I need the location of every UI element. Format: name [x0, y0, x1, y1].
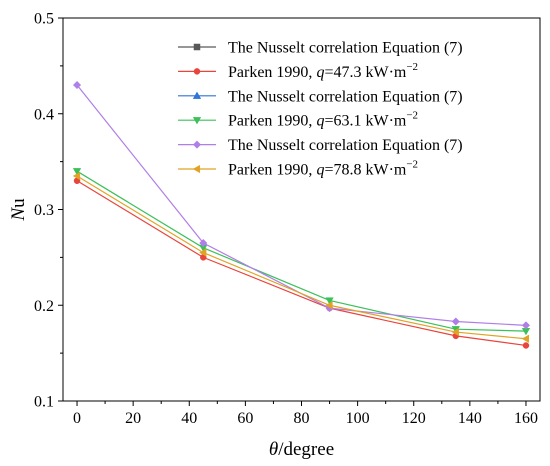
x-tick-label: 160 [514, 410, 538, 427]
series-4-point [72, 168, 82, 176]
legend-entry-2: Parken 1990, q=47.3 kW·m−2 [178, 61, 418, 81]
legend-label: Parken 1990, q=63.1 kW·m−2 [228, 110, 418, 130]
series-4 [72, 168, 531, 336]
series-5-point [451, 317, 460, 326]
series-6 [72, 171, 530, 343]
legend-label-text: Parken 1990, [228, 64, 316, 81]
series-5-point [199, 238, 208, 248]
y-axis-label-rest: u [8, 198, 29, 208]
legend-marker [193, 68, 201, 75]
series-6-point [72, 171, 81, 181]
legend-entry-1: The Nusselt correlation Equation (7) [178, 40, 463, 57]
legend-label: The Nusselt correlation Equation (7) [228, 137, 463, 154]
x-tick-label: 60 [237, 410, 253, 427]
legend-label-q: q [316, 162, 324, 179]
legend-label-value: =63.1 kW·m [324, 113, 406, 130]
y-tick-label: 0.2 [34, 298, 54, 315]
legend-marker [192, 91, 202, 99]
series-4-line [76, 170, 526, 332]
legend-label-exponent: −2 [406, 110, 418, 122]
series-2 [73, 177, 530, 349]
y-axis-label: Nu [8, 198, 29, 222]
legend-entry-3: The Nusselt correlation Equation (7) [178, 88, 463, 105]
legend-label: Parken 1990, q=47.3 kW·m−2 [228, 61, 418, 81]
y-axis-label-symbol: N [8, 207, 29, 222]
legend-entry-5: The Nusselt correlation Equation (7) [178, 137, 463, 154]
y-tick-label: 0.1 [34, 394, 54, 411]
legend-label-q: q [316, 113, 324, 130]
x-tick-label: 120 [402, 410, 426, 427]
legend-label: Parken 1990, q=78.8 kW·m−2 [228, 159, 418, 179]
series-6-point [521, 334, 530, 343]
series-6-point [325, 301, 333, 310]
series-4-point [325, 297, 334, 305]
x-axis-label: θ/degree [269, 439, 334, 460]
legend-label: The Nusselt correlation Equation (7) [228, 88, 463, 105]
legend-label-text: Parken 1990, [228, 162, 316, 179]
axes: 0 20 40 60 80 100 120 140 160 0.1 0.2 0.3 0.4 0.5 θ/de… [8, 11, 538, 461]
x-axis-label-symbol: θ [269, 439, 278, 460]
x-tick-label: 40 [181, 410, 197, 427]
x-tick-label: 80 [294, 410, 310, 427]
legend-label-exponent: −2 [406, 159, 418, 171]
legend-entry-6: Parken 1990, q=78.8 kW·m−2 [178, 159, 418, 179]
legend-label-value: =47.3 kW·m [324, 64, 406, 81]
y-tick-label: 0.4 [34, 106, 54, 123]
series-2-point [522, 342, 530, 349]
x-tick-label: 0 [73, 410, 81, 427]
legend-label-value: =78.8 kW·m [324, 162, 406, 179]
series-layer [72, 80, 531, 349]
legend: The Nusselt correlation Equation (7) Park… [178, 40, 463, 179]
x-tick-label: 140 [458, 410, 482, 427]
y-tick-label: 0.3 [34, 202, 54, 219]
y-tick-label: 0.5 [34, 11, 54, 28]
series-6-point [199, 248, 207, 257]
x-tick-label: 20 [125, 410, 141, 427]
series-6-point [451, 327, 459, 337]
legend-marker [192, 117, 202, 125]
legend-marker [192, 140, 202, 149]
x-axis-label-unit: /degree [278, 439, 334, 460]
legend-marker [193, 43, 201, 51]
legend-label-exponent: −2 [406, 61, 418, 73]
legend-label-text: Parken 1990, [228, 113, 316, 130]
legend-marker [192, 164, 201, 174]
legend-label: The Nusselt correlation Equation (7) [228, 40, 463, 57]
series-5-point [521, 321, 531, 330]
x-tick-label: 100 [346, 410, 370, 427]
legend-label-q: q [316, 64, 324, 81]
series-5-point [72, 80, 82, 90]
series-6-line [76, 175, 527, 340]
legend-entry-4: Parken 1990, q=63.1 kW·m−2 [178, 110, 418, 130]
